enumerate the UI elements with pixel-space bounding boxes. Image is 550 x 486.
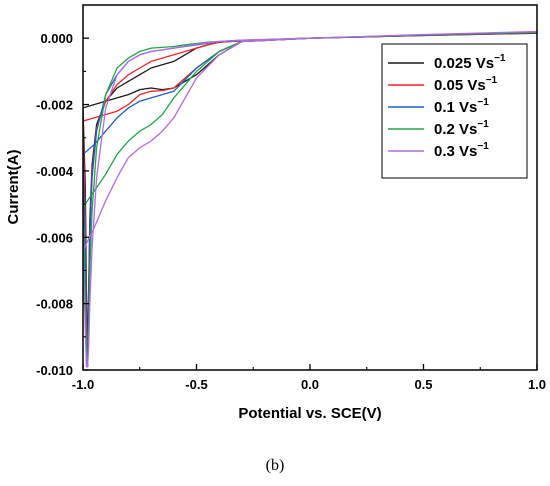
series-layer xyxy=(83,30,537,368)
x-tick-label: -0.5 xyxy=(185,377,207,392)
ticks-layer: -1.0 -0.5 0.0 0.5 1.0 0.000 -0.002 -0.004 -0.006… xyxy=(36,31,546,392)
legend-label-1: 0.025 Vs−1 xyxy=(434,53,506,72)
y-tick-label: -0.008 xyxy=(36,297,73,312)
x-tick-label: -1.0 xyxy=(72,377,94,392)
y-tick-label: -0.004 xyxy=(36,164,74,179)
y-tick-label: -0.002 xyxy=(36,98,73,113)
y-tick-label: 0.000 xyxy=(40,31,73,46)
y-tick-label: -0.010 xyxy=(36,363,73,378)
x-tick-label: 0.0 xyxy=(301,377,319,392)
series-line-5 xyxy=(83,30,537,368)
figure-caption: (b) xyxy=(266,457,285,474)
legend-box xyxy=(381,43,528,179)
x-tick-label: 0.5 xyxy=(414,377,432,392)
legend-label-4: 0.2 Vs−1 xyxy=(434,119,489,138)
y-tick-label: -0.006 xyxy=(36,230,73,245)
x-tick-label: 1.0 xyxy=(528,377,546,392)
legend-label-2: 0.05 Vs−1 xyxy=(434,75,498,94)
legend-label-3: 0.1 Vs−1 xyxy=(434,97,489,116)
legend-label-5: 0.3 Vs−1 xyxy=(434,141,489,160)
x-axis-title: Potential vs. SCE(V) xyxy=(238,405,381,422)
y-axis-title: Current(A) xyxy=(5,150,22,225)
legend: 0.025 Vs−1 0.05 Vs−1 0.1 Vs−1 0.2 Vs−1 0.3 V… xyxy=(381,43,528,179)
